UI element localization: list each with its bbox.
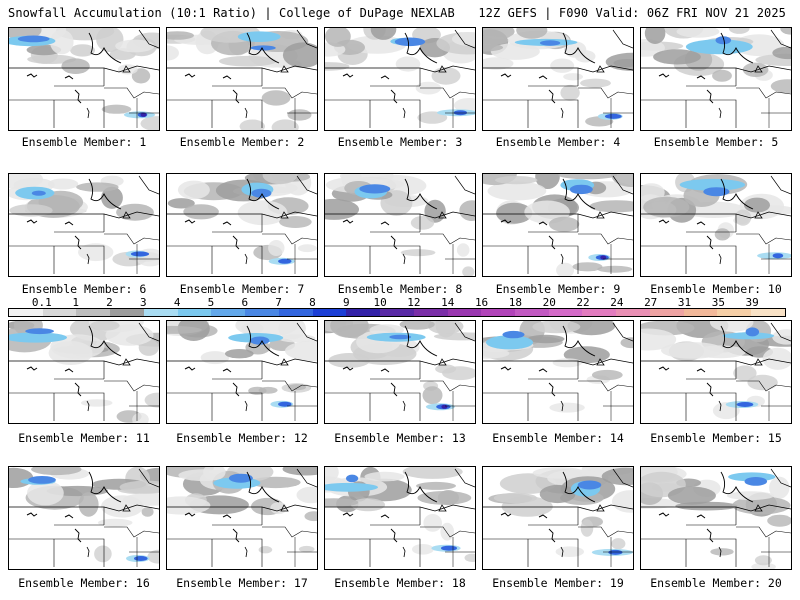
- ensemble-member-map: [166, 27, 318, 131]
- ensemble-member-map: [640, 173, 792, 277]
- model-run-info: 12Z GEFS | F090 Valid: 06Z FRI NOV 21 20…: [478, 6, 786, 20]
- ensemble-member-map: [640, 466, 792, 570]
- ensemble-member-map: [482, 466, 634, 570]
- colorbar-tick-label: 12: [407, 296, 421, 309]
- ensemble-member-map: [324, 466, 476, 570]
- ensemble-member-map: [482, 173, 634, 277]
- ensemble-member-map: [324, 173, 476, 277]
- colorbar-swatch: [9, 309, 43, 316]
- colorbar-tick-label: 39: [745, 296, 759, 309]
- ensemble-member-map: [640, 320, 792, 424]
- ensemble-member-map: [8, 27, 160, 131]
- colorbar-swatch: [548, 309, 583, 316]
- colorbar-swatch: [413, 309, 448, 316]
- colorbar-swatch: [211, 309, 246, 316]
- ensemble-member-map: [8, 320, 160, 424]
- ensemble-member-label: Ensemble Member: 7: [179, 282, 305, 296]
- ensemble-member-map: [8, 173, 160, 277]
- colorbar-tick-label: 3: [139, 296, 147, 309]
- colorbar-tick-label: 4: [173, 296, 181, 309]
- ensemble-member-label: Ensemble Member: 4: [495, 135, 621, 149]
- colorbar-swatch: [278, 309, 313, 316]
- ensemble-member-label: Ensemble Member: 18: [334, 576, 466, 590]
- ensemble-member-label: Ensemble Member: 15: [650, 431, 782, 445]
- colorbar-swatch: [76, 309, 111, 316]
- ensemble-member-map: [8, 466, 160, 570]
- colorbar-tick-label: 9: [342, 296, 350, 309]
- colorbar-tick-label: 2: [106, 296, 113, 309]
- colorbar-swatch: [481, 309, 516, 316]
- ensemble-member-map: [640, 27, 792, 131]
- colorbar-swatch: [717, 309, 752, 316]
- colorbar-swatch: [751, 309, 785, 316]
- colorbar-swatch: [649, 309, 684, 316]
- ensemble-member-label: Ensemble Member: 13: [334, 431, 466, 445]
- ensemble-member-label: Ensemble Member: 12: [176, 431, 308, 445]
- ensemble-member-map: [482, 27, 634, 131]
- colorbar-tick-label: 1: [72, 296, 79, 309]
- colorbar-tick-label: 7: [275, 296, 282, 309]
- ensemble-member-label: Ensemble Member: 11: [18, 431, 150, 445]
- ensemble-member-label: Ensemble Member: 5: [653, 135, 779, 149]
- colorbar-tick-label: 5: [207, 296, 215, 309]
- colorbar-tick-label: 8: [309, 296, 316, 309]
- colorbar-swatch: [312, 309, 347, 316]
- ensemble-member-label: Ensemble Member: 20: [650, 576, 782, 590]
- ensemble-member-map: [324, 27, 476, 131]
- colorbar-swatch: [346, 309, 381, 316]
- colorbar-swatch: [177, 309, 212, 316]
- ensemble-member-label: Ensemble Member: 1: [21, 135, 147, 149]
- colorbar-tick-label: 10: [373, 296, 387, 309]
- colorbar-tick-label: 14: [441, 296, 455, 309]
- colorbar-tick-label: 35: [711, 296, 725, 309]
- ensemble-member-map: [166, 320, 318, 424]
- colorbar-swatch: [683, 309, 718, 316]
- colorbar-swatch: [143, 309, 178, 316]
- ensemble-member-map: [482, 320, 634, 424]
- colorbar-swatch: [582, 309, 617, 316]
- colorbar-tick-label: 6: [241, 296, 249, 309]
- ensemble-member-map: [166, 173, 318, 277]
- colorbar-tick-label: 18: [508, 296, 523, 309]
- colorbar-tick-label: 16: [474, 296, 489, 309]
- ensemble-member-label: Ensemble Member: 9: [495, 282, 621, 296]
- colorbar-swatch: [110, 309, 144, 316]
- ensemble-member-label: Ensemble Member: 2: [179, 135, 305, 149]
- ensemble-member-label: Ensemble Member: 16: [18, 576, 150, 590]
- colorbar-tick-label: 22: [576, 296, 590, 309]
- ensemble-member-label: Ensemble Member: 3: [337, 135, 463, 149]
- colorbar-tick-label: 24: [610, 296, 624, 309]
- colorbar-tick-label: 0.1: [31, 296, 52, 309]
- ensemble-member-map: [166, 466, 318, 570]
- ensemble-member-label: Ensemble Member: 19: [492, 576, 624, 590]
- ensemble-member-label: Ensemble Member: 8: [337, 282, 463, 296]
- colorbar-swatch: [380, 309, 414, 316]
- map-title: Snowfall Accumulation (10:1 Ratio) | Col…: [8, 6, 455, 20]
- ensemble-member-label: Ensemble Member: 17: [176, 576, 308, 590]
- colorbar-swatch: [447, 309, 482, 316]
- colorbar-swatch: [245, 309, 279, 316]
- colorbar-tick-label: 27: [644, 296, 658, 309]
- colorbar-swatch: [515, 309, 549, 316]
- ensemble-member-map: [324, 320, 476, 424]
- colorbar-tick-label: 20: [542, 296, 556, 309]
- ensemble-member-label: Ensemble Member: 14: [492, 431, 624, 445]
- ensemble-member-label: Ensemble Member: 6: [21, 282, 147, 296]
- snowfall-colorbar: [8, 308, 786, 317]
- colorbar-tick-label: 31: [677, 296, 692, 309]
- colorbar-swatch: [42, 309, 77, 316]
- colorbar-swatch: [616, 309, 650, 316]
- ensemble-member-label: Ensemble Member: 10: [650, 282, 782, 296]
